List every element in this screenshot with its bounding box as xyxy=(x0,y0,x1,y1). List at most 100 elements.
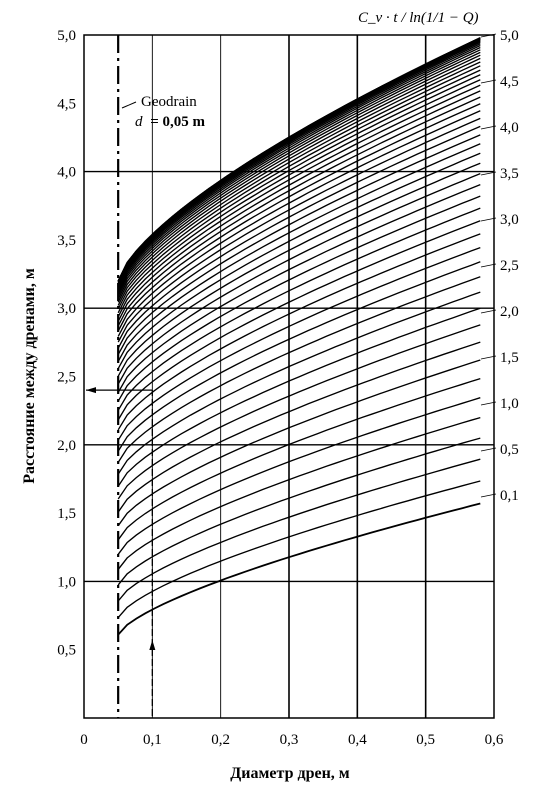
curve-line xyxy=(117,207,481,411)
param-label: 3,0 xyxy=(500,212,519,228)
y-tick-label: 1,0 xyxy=(57,574,76,590)
y-tick-label: 3,0 xyxy=(57,301,76,317)
example-guides xyxy=(86,35,156,718)
curve-line xyxy=(117,233,481,431)
param-leader xyxy=(480,79,497,84)
curve-line xyxy=(117,246,481,441)
param-labels: 0,1 0,5 1,0 1,5 2,0 2,5 3,0 3,5 4,0 4,5 5,0 xyxy=(480,28,519,504)
curve-line xyxy=(117,69,481,306)
curve-line xyxy=(117,220,481,421)
param-label: 4,5 xyxy=(500,74,519,90)
curve-line xyxy=(117,276,481,463)
curve-line xyxy=(117,37,481,282)
curve-line xyxy=(117,84,481,318)
curve-line xyxy=(117,397,481,555)
y-tick-label: 4,5 xyxy=(57,96,76,112)
param-label: 2,0 xyxy=(500,304,519,320)
curve-line xyxy=(117,46,481,289)
curve-line xyxy=(117,324,481,500)
curve-line xyxy=(117,61,481,300)
curve-line xyxy=(117,65,481,303)
param-leader xyxy=(480,309,497,314)
param-leader xyxy=(480,447,497,452)
y-tick-label: 3,5 xyxy=(57,233,76,249)
param-label: 2,5 xyxy=(500,258,519,274)
x-tick-label: 0,1 xyxy=(143,732,162,748)
y-tick-label: 4,0 xyxy=(57,165,76,181)
x-tick-label: 0,4 xyxy=(348,732,367,748)
param-leader xyxy=(480,33,497,38)
y-tick-label: 2,0 xyxy=(57,438,76,454)
x-tick-label: 0 xyxy=(80,732,88,748)
curve-line xyxy=(117,54,481,295)
geodrain-annotation: Geodrain d = 0,05 m xyxy=(121,94,206,130)
example-up-arrow xyxy=(149,640,156,650)
x-tick-label: 0,2 xyxy=(211,732,230,748)
curve-line xyxy=(117,57,481,297)
y-tick-label: 0,5 xyxy=(57,643,76,659)
y-tick-label: 5,0 xyxy=(57,28,76,44)
curve-line xyxy=(117,49,481,291)
curve-line xyxy=(117,134,481,355)
param-label: 1,5 xyxy=(500,350,519,366)
curves xyxy=(117,37,481,636)
curve-line xyxy=(117,172,481,385)
curve-line xyxy=(117,79,481,314)
curve-line xyxy=(117,416,481,570)
geodrain-formula-var: d xyxy=(135,114,143,130)
param-leader xyxy=(480,493,497,498)
curve-line xyxy=(117,291,481,475)
curve-line xyxy=(117,41,481,285)
x-tick-label: 0,5 xyxy=(416,732,435,748)
curve-line xyxy=(117,44,481,288)
x-tick-label: 0,3 xyxy=(280,732,299,748)
plot-frame xyxy=(83,34,495,719)
curve-line xyxy=(117,110,481,337)
y-axis-title: Расстояние между дренами, м xyxy=(21,268,38,484)
example-left-arrow xyxy=(86,387,96,394)
curve-line xyxy=(117,437,481,586)
curve-line xyxy=(117,90,481,322)
param-leader xyxy=(480,355,497,360)
geodrain-label: Geodrain xyxy=(141,94,197,110)
x-tick-label: 0,6 xyxy=(485,732,504,748)
curve-line xyxy=(117,377,481,541)
curve-line xyxy=(117,96,481,327)
geodrain-formula: d = 0,05 m xyxy=(135,114,206,130)
geodrain-leader xyxy=(121,101,137,109)
curve-line xyxy=(117,195,481,402)
param-leader xyxy=(480,217,497,222)
x-tick-labels: 0 0,1 0,2 0,3 0,4 0,5 0,6 xyxy=(80,732,504,748)
param-leader xyxy=(480,125,497,130)
param-label: 0,1 xyxy=(500,488,519,504)
param-label: 0,5 xyxy=(500,442,519,458)
chart-title: C_v · t / ln(1/1 − Q) xyxy=(358,10,479,26)
curve-line xyxy=(117,162,481,377)
y-tick-label: 2,5 xyxy=(57,370,76,386)
curve-line xyxy=(117,458,481,602)
curve-line xyxy=(117,152,481,369)
curve-line xyxy=(117,261,481,452)
curve-line xyxy=(117,125,481,349)
curve-line xyxy=(117,480,481,619)
curve-line xyxy=(117,143,481,362)
param-leader xyxy=(480,401,497,406)
curve-line xyxy=(117,103,481,332)
curve-line xyxy=(117,307,481,487)
param-leader xyxy=(480,171,497,176)
curve-line xyxy=(117,74,481,310)
curve-line xyxy=(117,117,481,343)
curve-line xyxy=(117,502,481,636)
curve-line xyxy=(117,51,481,293)
y-tick-label: 1,5 xyxy=(57,506,76,522)
param-leader xyxy=(480,263,497,268)
y-tick-labels: 0,5 1,0 1,5 2,0 2,5 3,0 3,5 4,0 4,5 5,0 xyxy=(57,28,76,659)
param-label: 3,5 xyxy=(500,166,519,182)
geodrain-formula-val: = 0,05 m xyxy=(150,114,205,130)
x-axis-title: Диаметр дрен, м xyxy=(230,765,349,782)
curve-line xyxy=(117,341,481,513)
param-label: 1,0 xyxy=(500,396,519,412)
curve-line xyxy=(117,43,481,286)
param-label: 4,0 xyxy=(500,120,519,136)
